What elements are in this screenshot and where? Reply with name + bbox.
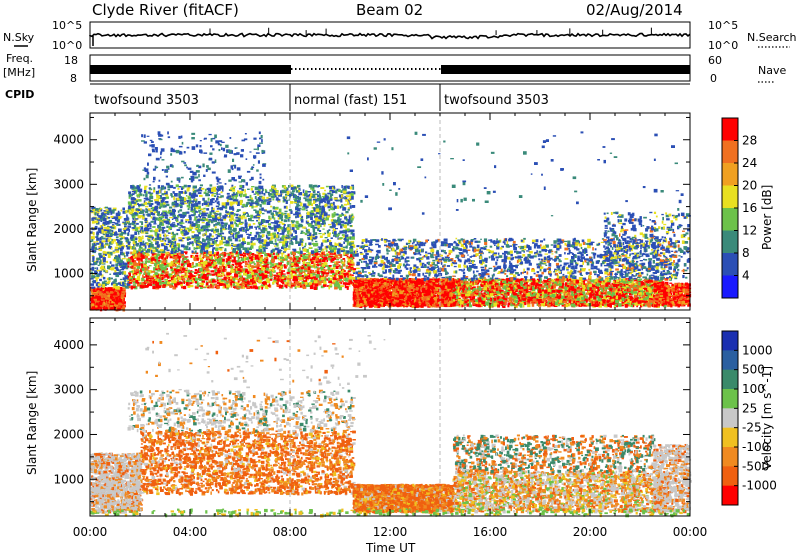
y-tick-label: 3000 <box>53 177 84 191</box>
velocity-cbar-tick: 1000 <box>742 343 773 357</box>
beam-title: Beam 02 <box>356 1 423 19</box>
y-tick-label: 2000 <box>53 427 84 441</box>
velocity-cbar-tick: -1000 <box>742 479 777 493</box>
velocity-cbar-tick: -25 <box>742 421 762 435</box>
y-tick-label: 4000 <box>53 133 84 147</box>
date-title: 02/Aug/2014 <box>586 1 683 19</box>
cpid-segment-label: twofsound 3503 <box>94 93 199 108</box>
velocity-cbar-tick: -100 <box>742 440 769 454</box>
power-cbar-label: Power [dB] <box>760 185 774 250</box>
power-cbar-tick: 20 <box>742 179 757 193</box>
y-tick-label: 4000 <box>53 338 84 352</box>
power-cbar-tick: 24 <box>742 156 757 170</box>
y-tick-label: 1000 <box>53 472 84 486</box>
y-tick-label: 1000 <box>53 266 84 280</box>
nsky-label: N.Sky <box>3 31 35 44</box>
nsearch-label: N.Search <box>747 31 797 44</box>
velocity-colorbar: 1000 500 100 25 -25 -100 -500 -1000 <box>721 330 777 506</box>
power-cbar-tick: 4 <box>742 269 750 283</box>
freq-bottom-tick: 8 <box>70 72 77 85</box>
nsearch-bottom-tick: 10^0 <box>708 39 738 52</box>
x-tick-label: 00:00 <box>673 525 708 539</box>
freq-label-line2: [MHz] <box>3 66 35 79</box>
x-tick-label: 20:00 <box>573 525 608 539</box>
nsky-trace <box>89 32 691 40</box>
nsearch-top-tick: 10^5 <box>708 19 738 32</box>
power-cbar-tick: 12 <box>742 224 757 238</box>
velocity-cbar-tick: 500 <box>742 363 765 377</box>
nsky-top-tick: 10^5 <box>52 19 82 32</box>
strip-traces <box>89 27 691 74</box>
velocity-cbar-tick: -500 <box>742 459 769 473</box>
velocity-cbar-tick: 25 <box>742 401 757 415</box>
cpid-segment-label: normal (fast) 151 <box>294 93 407 108</box>
velocity-cbar-tick: 100 <box>742 382 765 396</box>
y-tick-label: 3000 <box>53 383 84 397</box>
x-tick-label: 12:00 <box>373 525 408 539</box>
cpid-segment-label: twofsound 3503 <box>444 93 549 108</box>
x-tick-label: 04:00 <box>173 525 208 539</box>
power-cbar-tick: 8 <box>742 246 750 260</box>
nave-label: Nave <box>758 64 786 77</box>
nsky-bottom-tick: 10^0 <box>52 39 82 52</box>
power-cbar-tick: 28 <box>742 134 757 148</box>
power-colorbar: 4 8 12 16 20 24 28 <box>721 117 757 299</box>
freq-label-line1: Freq. <box>6 52 33 65</box>
station-title: Clyde River (fitACF) <box>92 1 239 19</box>
power-ylabel: Slant Range [km] <box>25 168 39 272</box>
power-panel <box>89 112 692 312</box>
velocity-panel <box>89 317 692 518</box>
velocity-ylabel: Slant Range [km] <box>25 371 39 475</box>
y-tick-label: 2000 <box>53 222 84 236</box>
x-tick-label: 16:00 <box>473 525 508 539</box>
xaxis-title: Time UT <box>365 541 416 554</box>
cpid-bar: twofsound 3503 normal (fast) 151 twofsound… <box>90 83 690 111</box>
freq-band-1 <box>90 65 291 74</box>
nave-top-tick: 60 <box>708 54 722 67</box>
freq-top-tick: 18 <box>64 54 78 67</box>
power-cbar-tick: 16 <box>742 201 757 215</box>
velocity-cbar-label: Velocity [m s^-1] <box>760 366 774 470</box>
x-tick-label: 08:00 <box>273 525 308 539</box>
x-tick-label: 00:00 <box>73 525 108 539</box>
freq-band-2 <box>441 65 690 74</box>
cpid-label: CPID <box>5 88 34 101</box>
nave-bottom-tick: 0 <box>710 72 717 85</box>
